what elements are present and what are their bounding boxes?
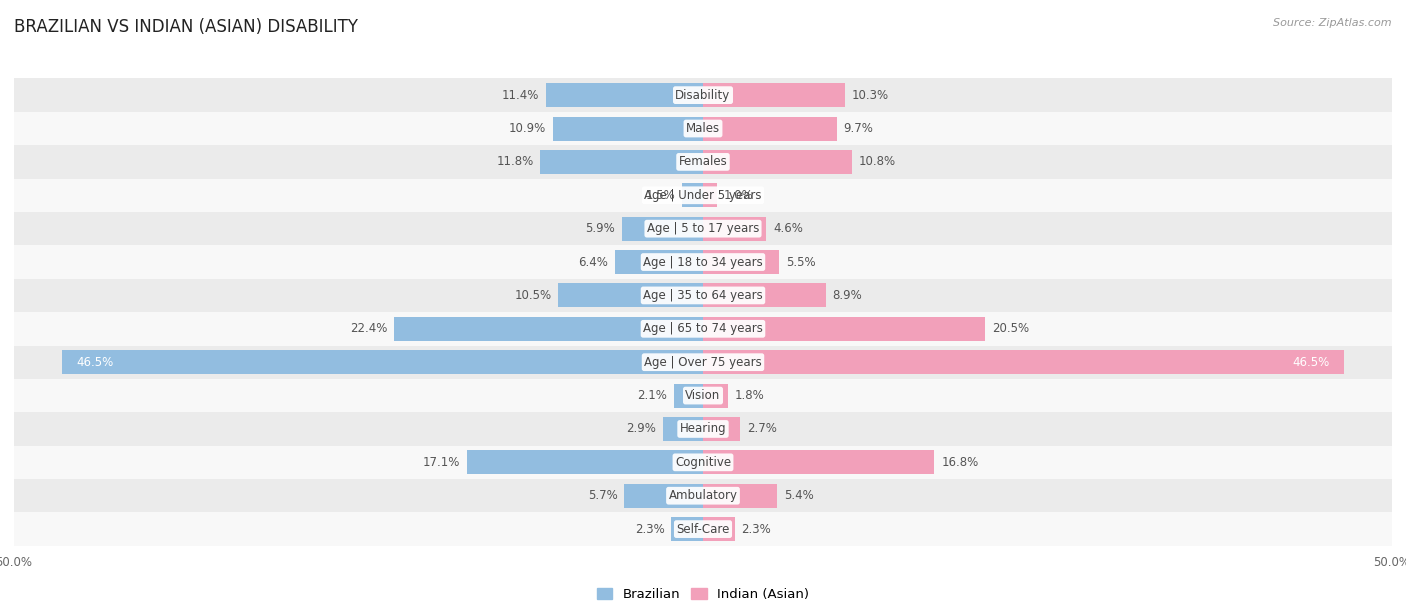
Text: 17.1%: 17.1% — [423, 456, 461, 469]
Text: Self-Care: Self-Care — [676, 523, 730, 536]
Bar — [14, 78, 1392, 112]
Text: Age | 35 to 64 years: Age | 35 to 64 years — [643, 289, 763, 302]
Bar — [703, 384, 728, 408]
Text: 46.5%: 46.5% — [76, 356, 114, 368]
Bar — [540, 150, 703, 174]
Bar — [558, 283, 703, 307]
Bar — [703, 150, 852, 174]
Text: 22.4%: 22.4% — [350, 323, 388, 335]
Bar — [614, 250, 703, 274]
Bar — [703, 317, 986, 341]
Text: 9.7%: 9.7% — [844, 122, 873, 135]
Text: Females: Females — [679, 155, 727, 168]
Bar — [14, 245, 1392, 278]
Bar — [664, 417, 703, 441]
Bar — [671, 517, 703, 541]
Legend: Brazilian, Indian (Asian): Brazilian, Indian (Asian) — [592, 583, 814, 606]
Bar — [553, 116, 703, 141]
Bar — [14, 346, 1392, 379]
Bar — [703, 450, 935, 474]
Text: 2.3%: 2.3% — [741, 523, 772, 536]
Text: Disability: Disability — [675, 89, 731, 102]
Bar — [703, 350, 1344, 374]
Bar — [14, 446, 1392, 479]
Bar — [467, 450, 703, 474]
Bar — [703, 116, 837, 141]
Text: Males: Males — [686, 122, 720, 135]
Text: Hearing: Hearing — [679, 422, 727, 436]
Bar — [14, 479, 1392, 512]
Text: 1.0%: 1.0% — [724, 188, 754, 202]
Text: 5.4%: 5.4% — [785, 489, 814, 502]
Bar — [14, 212, 1392, 245]
Text: 2.7%: 2.7% — [747, 422, 778, 436]
Text: 8.9%: 8.9% — [832, 289, 862, 302]
Bar — [703, 83, 845, 107]
Bar — [703, 483, 778, 508]
Bar — [703, 250, 779, 274]
Text: Cognitive: Cognitive — [675, 456, 731, 469]
Text: Age | 65 to 74 years: Age | 65 to 74 years — [643, 323, 763, 335]
Bar — [14, 179, 1392, 212]
Text: 5.5%: 5.5% — [786, 256, 815, 269]
Text: Age | Over 75 years: Age | Over 75 years — [644, 356, 762, 368]
Bar — [14, 412, 1392, 446]
Text: 10.9%: 10.9% — [509, 122, 546, 135]
Text: 16.8%: 16.8% — [942, 456, 979, 469]
Text: Ambulatory: Ambulatory — [668, 489, 738, 502]
Text: Age | 5 to 17 years: Age | 5 to 17 years — [647, 222, 759, 235]
Text: 10.3%: 10.3% — [852, 89, 889, 102]
Bar — [14, 145, 1392, 179]
Text: 6.4%: 6.4% — [578, 256, 607, 269]
Bar — [394, 317, 703, 341]
Text: 10.5%: 10.5% — [515, 289, 551, 302]
Text: BRAZILIAN VS INDIAN (ASIAN) DISABILITY: BRAZILIAN VS INDIAN (ASIAN) DISABILITY — [14, 18, 359, 36]
Bar — [673, 384, 703, 408]
Text: 46.5%: 46.5% — [1292, 356, 1330, 368]
Bar — [14, 379, 1392, 412]
Bar — [14, 312, 1392, 346]
Bar — [624, 483, 703, 508]
Text: 2.9%: 2.9% — [626, 422, 657, 436]
Bar — [14, 278, 1392, 312]
Bar — [682, 183, 703, 207]
Bar — [703, 183, 717, 207]
Text: 1.8%: 1.8% — [735, 389, 765, 402]
Text: Source: ZipAtlas.com: Source: ZipAtlas.com — [1274, 18, 1392, 28]
Bar — [14, 112, 1392, 145]
Text: 5.9%: 5.9% — [585, 222, 614, 235]
Text: 20.5%: 20.5% — [993, 323, 1029, 335]
Text: 4.6%: 4.6% — [773, 222, 803, 235]
Text: 5.7%: 5.7% — [588, 489, 617, 502]
Text: Vision: Vision — [685, 389, 721, 402]
Bar — [546, 83, 703, 107]
Text: 10.8%: 10.8% — [859, 155, 896, 168]
Bar — [621, 217, 703, 241]
Bar — [14, 512, 1392, 546]
Bar — [62, 350, 703, 374]
Text: 11.4%: 11.4% — [502, 89, 538, 102]
Text: Age | Under 5 years: Age | Under 5 years — [644, 188, 762, 202]
Bar — [703, 417, 740, 441]
Text: 1.5%: 1.5% — [645, 188, 675, 202]
Text: Age | 18 to 34 years: Age | 18 to 34 years — [643, 256, 763, 269]
Text: 11.8%: 11.8% — [496, 155, 533, 168]
Bar — [703, 283, 825, 307]
Bar — [703, 217, 766, 241]
Text: 2.3%: 2.3% — [634, 523, 665, 536]
Text: 2.1%: 2.1% — [637, 389, 668, 402]
Bar — [703, 517, 735, 541]
